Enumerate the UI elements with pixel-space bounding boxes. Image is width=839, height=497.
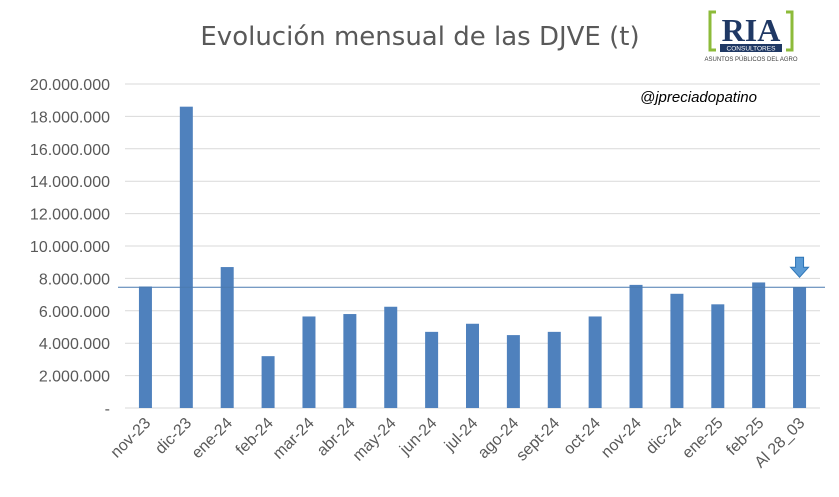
bar [588,316,602,408]
bar [384,306,398,408]
bar [752,282,766,408]
bar [302,316,316,408]
y-axis: - 2.000.000 4.000.000 6.000.000 8.000.000 10.… [30,77,110,418]
y-tick-label: 4.000.000 [39,336,110,353]
author-handle: @jpreciadopatino [640,89,757,106]
x-tick-label: oct-24 [561,415,605,459]
y-tick-label: - [105,401,110,418]
y-tick-label: 6.000.000 [39,304,110,321]
y-tick-label: 12.000.000 [30,207,110,224]
y-tick-label: 18.000.000 [30,109,110,126]
chart-title: Evolución mensual de las DJVE (t) [200,22,639,52]
x-tick-label: ene-25 [679,415,726,462]
bar [547,331,561,408]
logo-subtitle: ASUNTOS PÚBLICOS DEL AGRO [704,56,797,63]
bar [138,286,152,408]
bar [670,293,684,408]
down-arrow-icon [789,256,810,279]
x-tick-label: nov-24 [598,415,645,462]
bar [220,267,234,408]
x-tick-label: jun-24 [396,415,440,459]
x-tick-label: mar-24 [270,415,318,463]
x-tick-label: nov-23 [108,415,155,462]
x-tick-label: ene-24 [189,415,236,462]
x-tick-label: sept-24 [513,415,563,465]
logo-band-text: CONSULTORES [727,46,777,53]
bar [343,314,357,408]
bar [425,331,439,408]
ria-logo: RIA CONSULTORES ASUNTOS PÚBLICOS DEL AGR… [704,10,798,63]
y-tick-label: 2.000.000 [39,369,110,386]
bar [261,356,275,408]
y-tick-label: 10.000.000 [30,239,110,256]
bar [506,335,520,408]
x-tick-label: may-24 [350,415,400,465]
y-tick-label: 20.000.000 [30,77,110,94]
x-axis: nov-23dic-23ene-24feb-24mar-24abr-24may-… [108,415,809,472]
reference-line-group [118,256,825,288]
bar [466,323,479,408]
bars [138,106,807,409]
bar [793,287,807,408]
logo-bracket-left [708,10,716,52]
gridlines [125,83,820,409]
logo-wordmark: RIA [722,12,781,48]
y-tick-label: 14.000.000 [30,174,110,191]
logo-band [720,44,782,52]
y-tick-label: 16.000.000 [30,142,110,159]
bar [711,304,725,408]
bar [629,284,643,408]
y-tick-label: 8.000.000 [39,271,110,288]
bar [179,106,193,409]
logo-bracket-right [786,10,794,52]
